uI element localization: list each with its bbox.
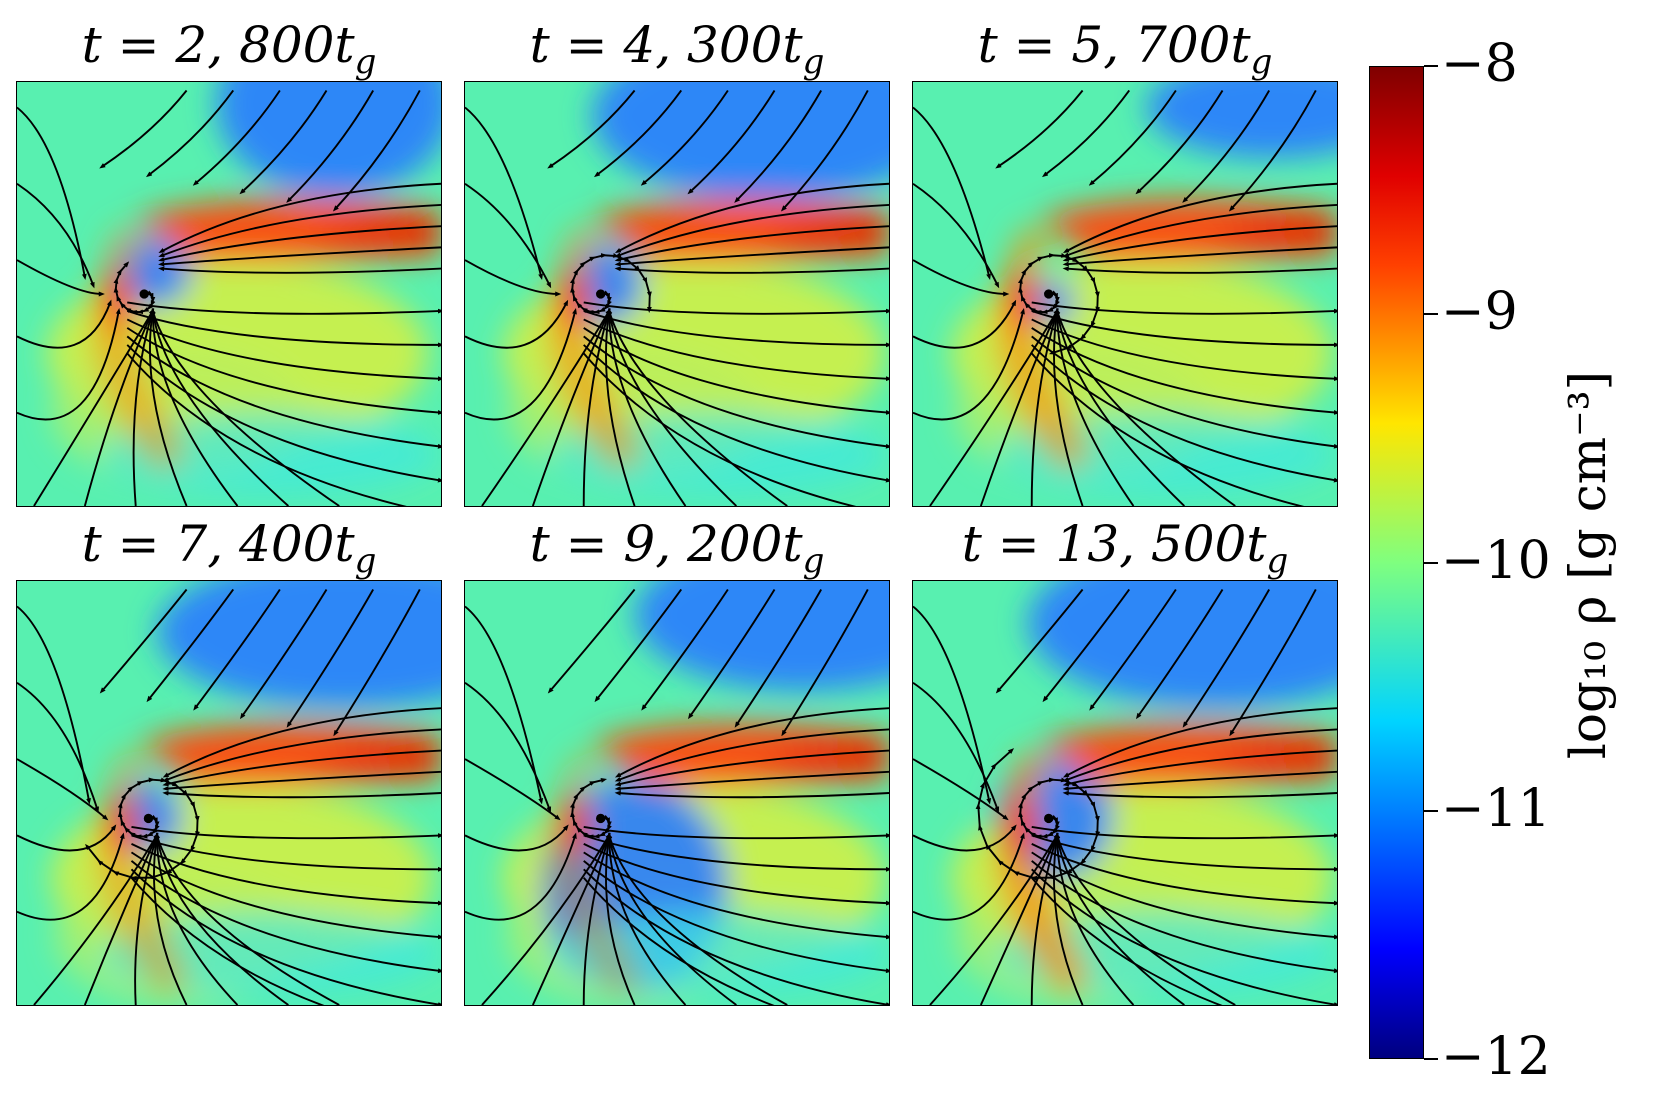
panel-title-subscript: g [802,42,825,82]
streamlines [17,89,441,506]
streamlines [17,588,441,1005]
panel-title-subscript: g [354,541,377,581]
streamlines [913,89,1337,506]
density-panel [16,81,442,507]
streamlines [465,89,889,506]
streamlines [913,588,1337,1005]
density-panel [464,81,890,507]
panel-title: t = 5, 700tg [912,17,1338,90]
panel-title-text: t = 9, 200t [529,515,803,573]
streamlines [465,588,889,1005]
colorbar-tick [1424,1058,1438,1060]
density-map [465,82,889,506]
panel-title-text: t = 5, 700t [977,16,1251,74]
panel-title: t = 7, 400tg [16,516,442,589]
panel-title-text: t = 2, 800t [81,16,355,74]
panel-title: t = 4, 300tg [464,17,890,90]
colorbar-tick [1424,809,1438,812]
panel-title-text: t = 13, 500t [961,515,1267,573]
panel-title: t = 2, 800tg [16,17,442,90]
density-map [913,82,1337,506]
density-panel [464,580,890,1006]
density-map [17,82,441,506]
panel-title-text: t = 4, 300t [529,16,803,74]
panel-title-subscript: g [802,541,825,581]
density-panel [16,580,442,1006]
colorbar-gradient [1370,67,1423,1058]
colorbar-tick [1424,561,1438,564]
panel-title-text: t = 7, 400t [81,515,355,573]
panel-title: t = 13, 500tg [912,516,1338,589]
colorbar-tick-label: −12 [1441,1027,1551,1087]
colorbar [1369,66,1424,1059]
panel-title-subscript: g [354,42,377,82]
density-panel [912,81,1338,507]
density-map [465,581,889,1005]
panel-title-subscript: g [1266,541,1289,581]
density-map [913,581,1337,1005]
density-panel [912,580,1338,1006]
density-map [17,581,441,1005]
colorbar-tick-label: −10 [1441,530,1551,591]
colorbar-tick [1424,313,1438,316]
colorbar-tick-label: −9 [1441,282,1518,343]
colorbar-tick-label: −11 [1441,778,1551,839]
colorbar-label: log₁₀ ρ [g cm⁻³] [1559,370,1617,760]
colorbar-tick [1424,65,1438,67]
colorbar-tick-label: −8 [1441,34,1518,94]
panel-title: t = 9, 200tg [464,516,890,589]
panel-title-subscript: g [1250,42,1273,82]
